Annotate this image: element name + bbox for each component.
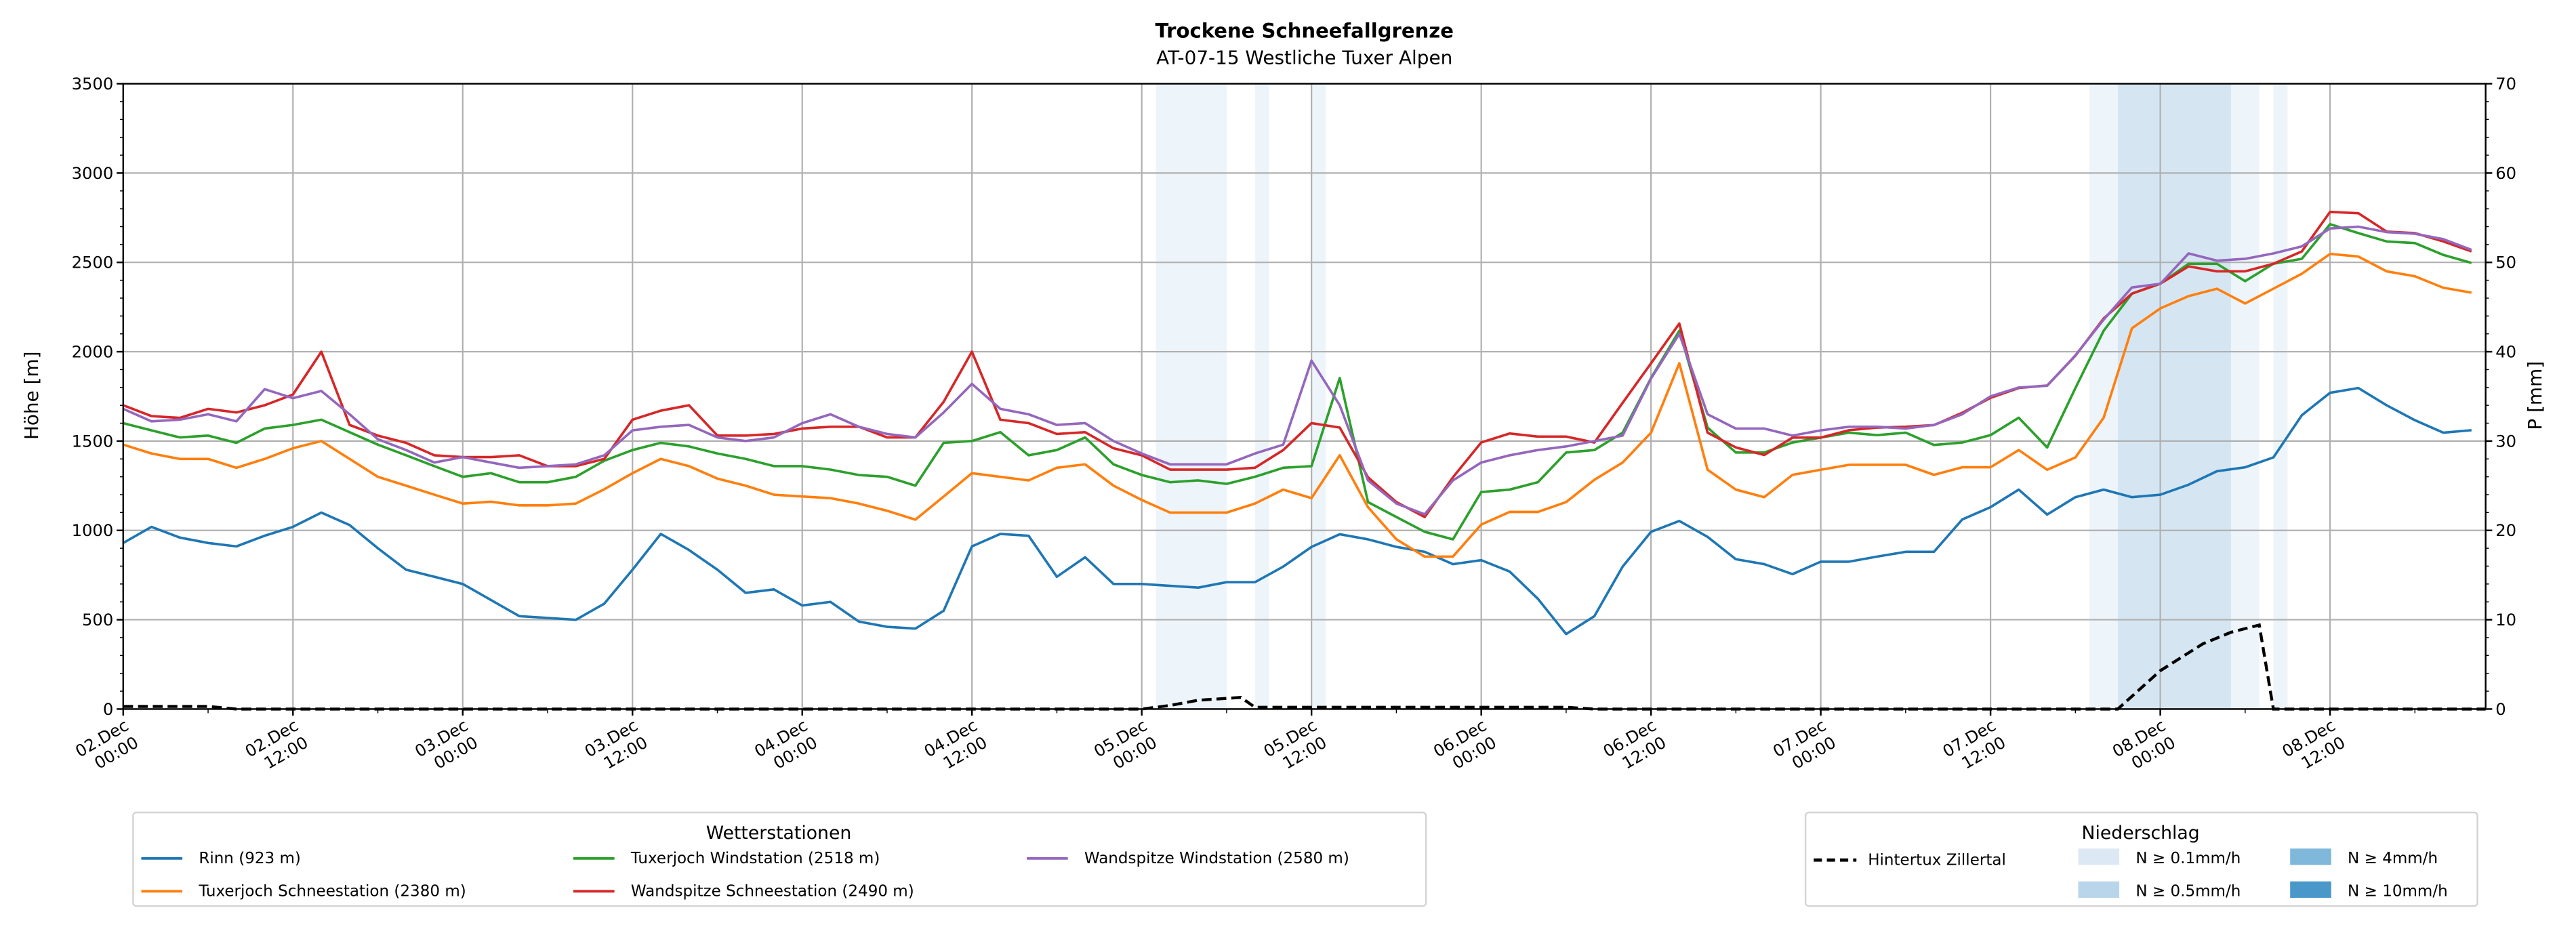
legend-label-station: Wandspitze Schneestation (2490 m)	[631, 883, 914, 901]
legend-precip: Niederschlag Hintertux Zillertal N ≥ 0.1…	[1804, 811, 2478, 907]
y2-tick-label: 20	[2495, 521, 2516, 540]
y2-tick-label: 0	[2495, 700, 2506, 719]
legend-label-precip-level: N ≥ 0.5mm/h	[2135, 883, 2241, 901]
precip-band	[1311, 83, 1326, 709]
legend-swatch-precip-level	[2078, 881, 2120, 898]
legend-label-station: Tuxerjoch Schneestation (2380 m)	[198, 883, 466, 901]
y-tick-label: 1500	[72, 432, 114, 451]
legend-label-precip-level: N ≥ 4mm/h	[2348, 850, 2438, 867]
y-tick-label: 3000	[72, 164, 114, 183]
series-lines	[122, 210, 2486, 711]
legend-swatch-precip-level	[2290, 848, 2331, 865]
precip-band	[1156, 83, 1227, 709]
y-tick-label: 0	[103, 700, 113, 719]
legend-label-station: Rinn (923 m)	[199, 850, 301, 867]
chart-title: Trockene Schneefallgrenze	[1156, 20, 1454, 43]
y-tick-label: 500	[82, 611, 113, 629]
precip-band	[2273, 83, 2288, 709]
series-line	[122, 386, 2472, 636]
y2-axis-label: P [mm]	[2524, 361, 2546, 430]
precip-line	[123, 623, 2486, 711]
legend-label-precip-level: N ≥ 10mm/h	[2348, 883, 2448, 901]
legend-label-station: Tuxerjoch Windstation (2518 m)	[630, 850, 880, 867]
y2-tick-label: 70	[2495, 75, 2516, 94]
series-line	[123, 225, 2472, 516]
legend-swatch-precip-level	[2078, 848, 2120, 865]
legend-label-station: Wandspitze Windstation (2580 m)	[1084, 850, 1349, 867]
precip-band	[2117, 83, 2231, 709]
precip-band	[2089, 83, 2118, 709]
series-line	[123, 223, 2472, 541]
y-tick-label: 2500	[72, 253, 114, 272]
y-tick-label: 3500	[72, 75, 114, 94]
y-axis-label: Höhe [m]	[20, 352, 43, 440]
legend-swatch-precip-level	[2290, 881, 2331, 898]
chart-subtitle: AT-07-15 Westliche Tuxer Alpen	[1156, 46, 1452, 68]
y-tick-label: 2000	[72, 343, 114, 362]
grid	[122, 83, 2486, 710]
y2-tick-label: 30	[2495, 432, 2516, 451]
legend-stations: Wetterstationen Rinn (923 m) Tuxerjoch Sc…	[132, 811, 1427, 907]
series-line	[123, 252, 2472, 558]
precip-band	[1254, 83, 1269, 709]
y2-tick-label: 40	[2495, 343, 2516, 362]
legend-stations-title: Wetterstationen	[706, 823, 851, 844]
legend-label-precip-line: Hintertux Zillertal	[1868, 852, 2006, 869]
y2-tick-label: 10	[2495, 611, 2516, 629]
y2-tick-label: 60	[2495, 164, 2516, 183]
precip-bands	[1156, 83, 2288, 709]
y-tick-label: 1000	[72, 521, 114, 540]
precip-band	[2230, 83, 2260, 709]
legend-precip-title: Niederschlag	[2082, 823, 2200, 844]
y2-tick-label: 50	[2495, 253, 2516, 272]
legend-label-precip-level: N ≥ 0.1mm/h	[2135, 850, 2241, 867]
plot-frame	[122, 83, 2487, 710]
